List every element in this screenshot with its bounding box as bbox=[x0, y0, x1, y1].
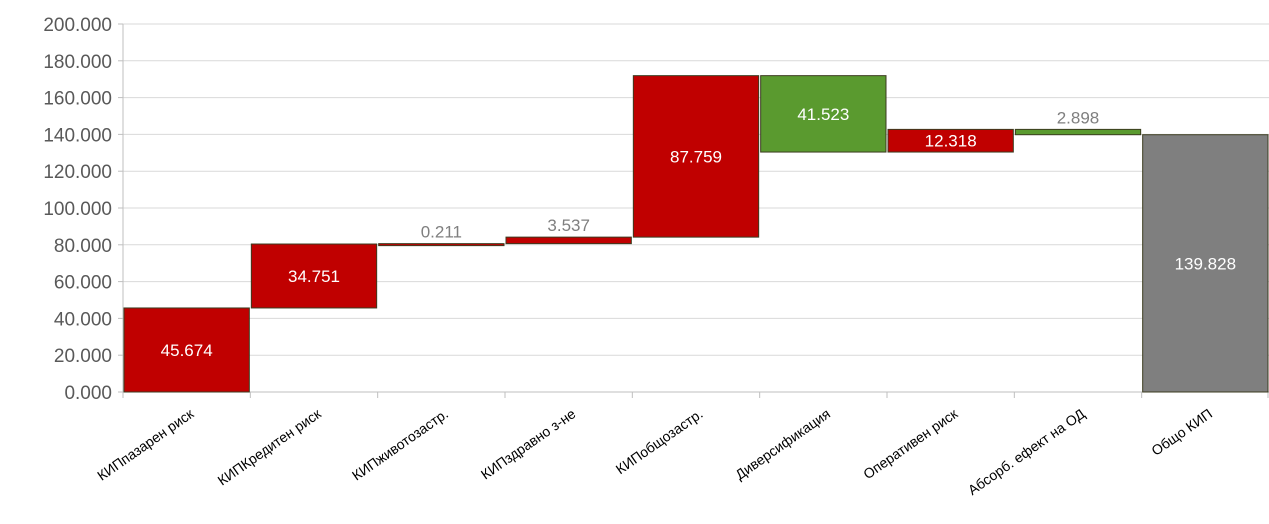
y-tick-label: 180.000 bbox=[43, 52, 112, 73]
bar-value-label: 34.751 bbox=[288, 267, 340, 286]
bar-value-label: 2.898 bbox=[1057, 108, 1100, 127]
bars bbox=[123, 75, 1269, 393]
y-tick-label: 100.000 bbox=[43, 199, 112, 220]
category-label: Диверсификация bbox=[732, 405, 833, 482]
category-label: Абсорб. ефект на ОД bbox=[965, 405, 1088, 498]
y-tick-label: 120.000 bbox=[43, 162, 112, 183]
bar-value-label: 41.523 bbox=[797, 105, 849, 124]
bar-value-label: 139.828 bbox=[1175, 254, 1236, 273]
category-label: КИПКредитен риск bbox=[215, 405, 325, 489]
y-tick-label: 40.000 bbox=[54, 309, 112, 330]
category-label: КИПпазарен риск bbox=[94, 405, 197, 484]
bar-increase bbox=[378, 243, 505, 247]
y-tick-label: 60.000 bbox=[54, 273, 112, 294]
category-label: КИПживотозастр. bbox=[349, 405, 451, 483]
bar-value-label: 87.759 bbox=[670, 147, 722, 166]
bar-increase bbox=[632, 75, 760, 238]
bar-value-label: 45.674 bbox=[161, 341, 213, 360]
bar-value-label: 3.537 bbox=[547, 216, 590, 235]
axes: 0.000 20.000 40.000 60.000 80.000 100.000 120.… bbox=[43, 15, 1269, 404]
category-label: Общо КИП bbox=[1148, 405, 1215, 458]
bar-decrease bbox=[1014, 128, 1142, 136]
bar-value-label: 0.211 bbox=[421, 223, 462, 242]
bar-decrease bbox=[760, 75, 887, 153]
bar-increase bbox=[887, 128, 1014, 153]
y-tick-label: 200.000 bbox=[43, 15, 112, 36]
y-tick-label: 20.000 bbox=[54, 346, 112, 367]
bar-increase bbox=[123, 307, 250, 393]
bar-increase bbox=[250, 243, 378, 309]
y-tick-label: 160.000 bbox=[43, 89, 112, 110]
bar-increase bbox=[505, 236, 632, 245]
category-labels: КИПпазарен риск КИПКредитен риск КИПживото… bbox=[94, 405, 1215, 498]
bar-value-label: 12.318 bbox=[925, 132, 977, 151]
category-label: Оперативен риск bbox=[860, 405, 961, 482]
category-label: КИПздравно з-не bbox=[478, 405, 579, 482]
y-tick-label: 140.000 bbox=[43, 125, 112, 146]
y-tick-label: 80.000 bbox=[54, 236, 112, 257]
y-tick-label: 0.000 bbox=[64, 383, 112, 404]
category-label: КИПобщозастр. bbox=[613, 405, 706, 477]
data-labels: 45.674 34.751 0.211 3.537 87.759 41.523 12.318… bbox=[161, 105, 1236, 360]
bar-total bbox=[1142, 134, 1269, 393]
